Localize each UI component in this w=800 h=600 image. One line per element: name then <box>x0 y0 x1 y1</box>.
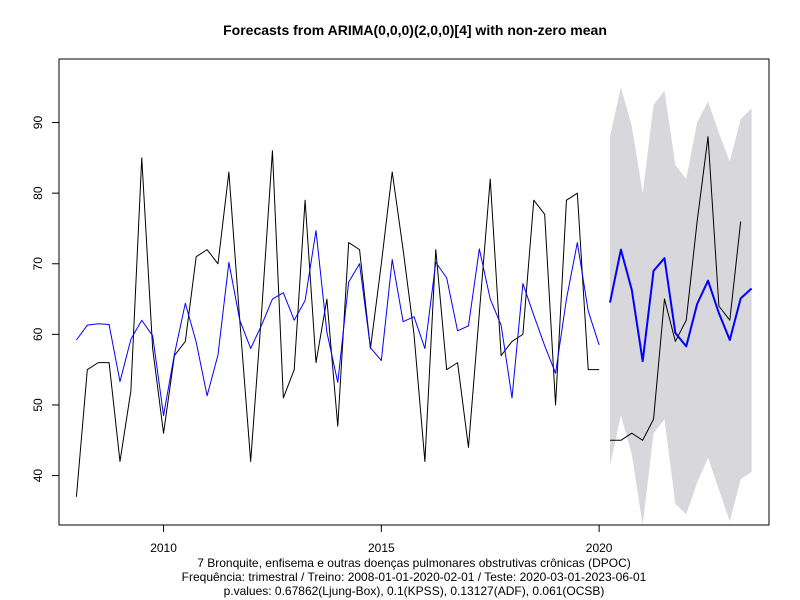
x-tick-label: 2010 <box>150 541 177 555</box>
y-tick-label: 90 <box>31 116 45 130</box>
chart-title: Forecasts from ARIMA(0,0,0)(2,0,0)[4] wi… <box>223 22 607 38</box>
fitted-series-line <box>76 230 600 417</box>
y-tick-label: 50 <box>31 398 45 412</box>
x-tick-label: 2015 <box>368 541 395 555</box>
prediction-interval-band <box>610 87 752 526</box>
forecast-mean-line <box>609 248 753 363</box>
subtitle-line-3: p.values: 0.67862(Ljung-Box), 0.1(KPSS),… <box>224 584 605 598</box>
subtitle-line-2: Frequência: trimestral / Treino: 2008-01… <box>182 570 647 584</box>
y-tick-label: 40 <box>31 469 45 483</box>
x-tick-label: 2020 <box>586 541 613 555</box>
observed-series-line <box>75 150 600 497</box>
y-axis: 40 50 60 70 80 90 <box>31 116 60 483</box>
interval-area <box>610 87 752 526</box>
y-tick-label: 60 <box>31 327 45 341</box>
test-observed-series-line <box>610 136 742 441</box>
series-layer <box>75 136 753 497</box>
subtitle-line-1: 7 Bronquite, enfisema e outras doenças p… <box>197 556 631 570</box>
y-tick-label: 70 <box>31 257 45 271</box>
x-axis: 2010 2015 2020 <box>150 524 613 555</box>
y-tick-label: 80 <box>31 186 45 200</box>
